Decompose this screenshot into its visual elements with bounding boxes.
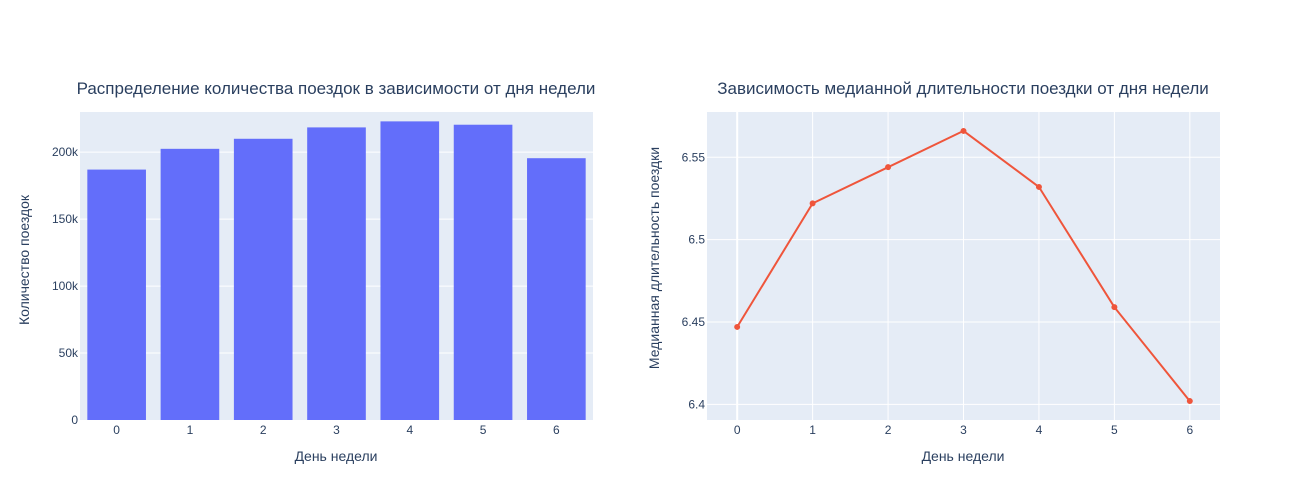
bar bbox=[87, 169, 146, 420]
line-chart: Зависимость медианной длительности поезд… bbox=[646, 79, 1220, 464]
bar-y-tick-label: 150k bbox=[52, 212, 79, 226]
bar bbox=[160, 148, 220, 420]
line-x-tick-label: 6 bbox=[1186, 423, 1193, 437]
line-x-tick-label: 0 bbox=[734, 423, 741, 437]
line-y-tick-label: 6.5 bbox=[688, 233, 705, 247]
line-chart-title: Зависимость медианной длительности поезд… bbox=[717, 79, 1209, 98]
line-x-tick-label: 5 bbox=[1111, 423, 1118, 437]
line-y-axis-title: Медианная длительность поездки bbox=[646, 147, 662, 369]
bar-y-axis-title: Количество поездок bbox=[16, 194, 32, 325]
line-point bbox=[1111, 304, 1118, 311]
line-x-ticks: 0 1 2 3 4 5 6 bbox=[734, 423, 1194, 437]
bar-x-tick-label: 1 bbox=[187, 423, 194, 437]
line-y-ticks: 6.4 6.45 6.5 6.55 bbox=[682, 150, 706, 411]
bar-x-axis-title: День недели bbox=[295, 448, 378, 464]
bar-y-tick-label: 100k bbox=[52, 279, 79, 293]
bar bbox=[527, 158, 586, 420]
bar-x-tick-label: 6 bbox=[553, 423, 560, 437]
line-point bbox=[1035, 183, 1042, 190]
bar-x-tick-label: 5 bbox=[480, 423, 487, 437]
bar-x-ticks: 0 1 2 3 4 5 6 bbox=[113, 423, 560, 437]
bar-marks bbox=[87, 121, 586, 421]
line-y-tick-label: 6.55 bbox=[682, 150, 706, 164]
bar-y-tick-label: 200k bbox=[52, 145, 79, 159]
line-x-tick-label: 2 bbox=[885, 423, 892, 437]
line-x-tick-label: 4 bbox=[1036, 423, 1043, 437]
line-point bbox=[1186, 398, 1193, 405]
bar-y-ticks: 0 50k 100k 150k 200k bbox=[52, 145, 79, 427]
bar-y-tick-label: 50k bbox=[59, 346, 79, 360]
line-point bbox=[885, 164, 892, 171]
line-x-tick-label: 3 bbox=[960, 423, 967, 437]
line-point bbox=[960, 127, 967, 134]
line-y-tick-label: 6.45 bbox=[682, 315, 706, 329]
line-x-tick-label: 1 bbox=[809, 423, 816, 437]
line-gridlines bbox=[707, 112, 1220, 420]
bar-x-tick-label: 0 bbox=[113, 423, 120, 437]
bar bbox=[453, 124, 513, 420]
bar-x-tick-label: 4 bbox=[406, 423, 413, 437]
line-y-tick-label: 6.4 bbox=[688, 397, 705, 411]
line-x-axis-title: День недели bbox=[922, 448, 1005, 464]
bar-y-tick-label: 0 bbox=[71, 413, 78, 427]
bar-x-tick-label: 3 bbox=[333, 423, 340, 437]
line-marks bbox=[734, 127, 1193, 405]
bar-chart-title: Распределение количества поездок в завис… bbox=[77, 79, 596, 98]
bar-x-tick-label: 2 bbox=[260, 423, 267, 437]
bar-chart: Распределение количества поездок в завис… bbox=[16, 79, 595, 464]
bar bbox=[307, 127, 366, 421]
bar bbox=[380, 121, 440, 421]
bar bbox=[233, 138, 293, 421]
line-point bbox=[734, 323, 741, 330]
line-point bbox=[809, 200, 816, 207]
